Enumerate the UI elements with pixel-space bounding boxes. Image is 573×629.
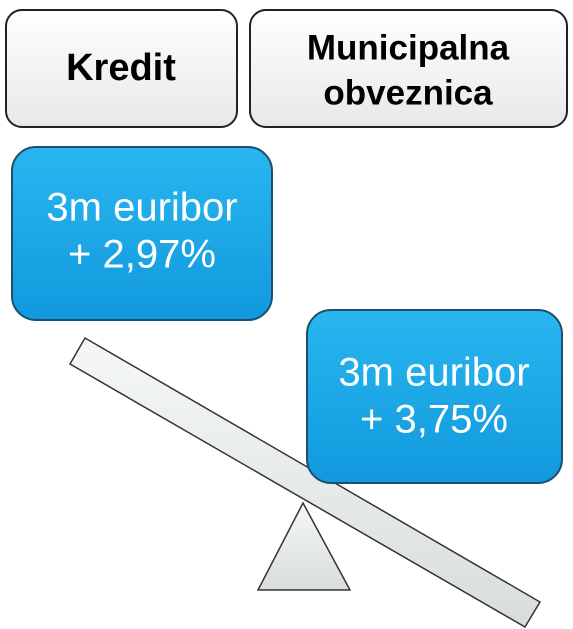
rate-box: [11, 146, 273, 321]
rate-label: 3m euribor: [338, 351, 529, 395]
rate-label: + 2,97%: [68, 233, 216, 277]
header-box: [5, 9, 238, 128]
rate-label: 3m euribor: [46, 186, 237, 230]
plank: [68, 336, 542, 629]
rate-label: + 3,75%: [360, 398, 508, 442]
header-box: [249, 9, 568, 128]
header-label: Kredit: [66, 47, 176, 89]
rate-box: [306, 309, 563, 484]
header-label: Municipalna: [307, 28, 510, 67]
fulcrum: [256, 501, 352, 591]
header-label: obveznica: [323, 73, 493, 112]
